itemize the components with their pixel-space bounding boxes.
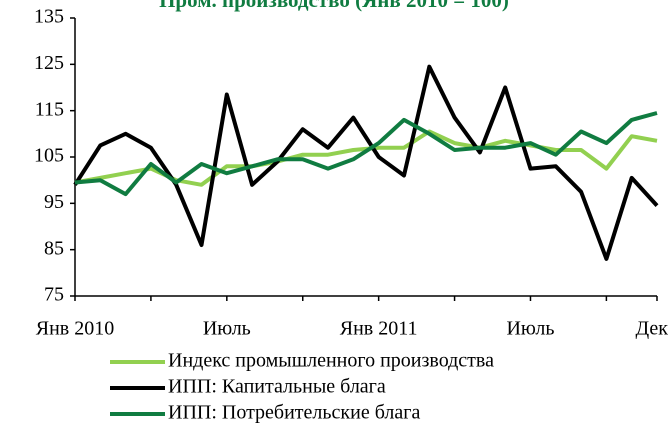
y-tick-label: 125 <box>34 52 64 74</box>
y-tick-label: 85 <box>44 237 64 259</box>
y-tick-label: 135 <box>34 6 64 28</box>
y-tick-label: 115 <box>35 98 64 120</box>
legend-label: ИПП: Капитальные блага <box>168 376 386 398</box>
x-tick-label: Янв 2010 <box>36 318 115 340</box>
x-tick-label: Дек <box>636 318 668 340</box>
chart-title: Пром. производство (Янв 2010 = 100) <box>159 0 509 12</box>
x-tick-label: Июль <box>506 318 554 340</box>
y-tick-label: 95 <box>44 191 64 213</box>
legend-label: Индекс промышленного производства <box>168 350 494 372</box>
legend-label: ИПП: Потребительские блага <box>168 402 420 424</box>
y-tick-label: 75 <box>44 284 64 306</box>
x-tick-label: Янв 2011 <box>340 318 418 340</box>
series-line <box>73 64 659 261</box>
y-tick-label: 105 <box>34 145 64 167</box>
x-tick-label: Июль <box>203 318 251 340</box>
series-line <box>74 111 658 197</box>
